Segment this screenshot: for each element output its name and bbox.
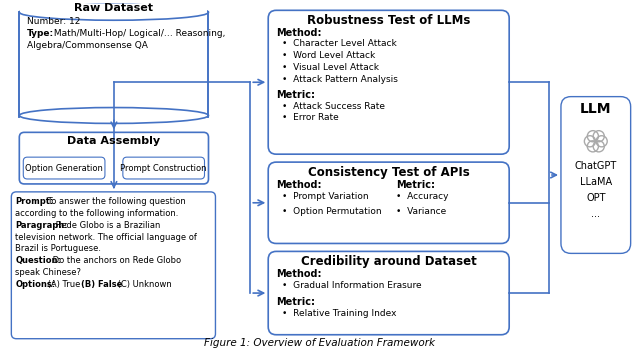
Text: Math/Multi-Hop/ Logical/… Reasoning,: Math/Multi-Hop/ Logical/… Reasoning, bbox=[51, 29, 225, 38]
Text: Figure 1: Overview of Evaluation Framework: Figure 1: Overview of Evaluation Framewo… bbox=[205, 338, 435, 348]
FancyBboxPatch shape bbox=[12, 192, 216, 339]
Text: Credibility around Dataset: Credibility around Dataset bbox=[301, 255, 477, 268]
Text: •  Variance: • Variance bbox=[396, 207, 446, 216]
Text: •  Word Level Attack: • Word Level Attack bbox=[282, 51, 376, 60]
Text: Prompt Construction: Prompt Construction bbox=[120, 164, 207, 172]
Text: To answer the following question: To answer the following question bbox=[45, 197, 186, 206]
Text: (A) True: (A) True bbox=[45, 280, 83, 289]
FancyBboxPatch shape bbox=[123, 157, 205, 179]
FancyBboxPatch shape bbox=[268, 10, 509, 154]
Text: Option Generation: Option Generation bbox=[25, 164, 103, 172]
Ellipse shape bbox=[19, 4, 209, 20]
Text: •  Attack Pattern Analysis: • Attack Pattern Analysis bbox=[282, 75, 398, 84]
Text: Data Assembly: Data Assembly bbox=[67, 136, 161, 146]
Text: according to the following information.: according to the following information. bbox=[15, 209, 179, 218]
Text: Brazil is Portuguese.: Brazil is Portuguese. bbox=[15, 244, 101, 253]
Text: •  Accuracy: • Accuracy bbox=[396, 192, 448, 201]
Text: Metric:: Metric: bbox=[276, 90, 315, 100]
Text: OPT: OPT bbox=[586, 193, 605, 203]
Text: •  Attack Success Rate: • Attack Success Rate bbox=[282, 102, 385, 111]
Text: Options:: Options: bbox=[15, 280, 56, 289]
Text: •  Visual Level Attack: • Visual Level Attack bbox=[282, 63, 379, 72]
Text: LLM: LLM bbox=[580, 102, 612, 115]
Text: Method:: Method: bbox=[276, 269, 322, 279]
Text: Question:: Question: bbox=[15, 256, 61, 265]
Text: Raw Dataset: Raw Dataset bbox=[74, 4, 154, 13]
Text: Rede Globo is a Brazilian: Rede Globo is a Brazilian bbox=[53, 221, 161, 230]
Text: Consistency Test of APIs: Consistency Test of APIs bbox=[308, 166, 470, 179]
FancyBboxPatch shape bbox=[561, 97, 630, 253]
FancyBboxPatch shape bbox=[268, 251, 509, 335]
Text: •  Prompt Variation: • Prompt Variation bbox=[282, 192, 369, 201]
Text: Metric:: Metric: bbox=[276, 297, 315, 307]
Text: Metric:: Metric: bbox=[396, 180, 435, 190]
Text: LLaMA: LLaMA bbox=[580, 177, 612, 187]
Ellipse shape bbox=[19, 108, 209, 124]
Text: •  Relative Training Index: • Relative Training Index bbox=[282, 309, 397, 318]
FancyBboxPatch shape bbox=[268, 162, 509, 244]
Bar bbox=[19, 14, 209, 118]
Text: Method:: Method: bbox=[276, 180, 322, 190]
Text: •  Gradual Information Erasure: • Gradual Information Erasure bbox=[282, 281, 422, 290]
Text: Do the anchors on Rede Globo: Do the anchors on Rede Globo bbox=[50, 256, 181, 265]
Text: ChatGPT: ChatGPT bbox=[575, 161, 617, 171]
Text: Method:: Method: bbox=[276, 28, 322, 38]
FancyBboxPatch shape bbox=[19, 132, 209, 184]
Text: ...: ... bbox=[591, 209, 600, 219]
Text: Type:: Type: bbox=[28, 29, 54, 38]
Text: •  Option Permutation: • Option Permutation bbox=[282, 207, 382, 216]
Text: •  Error Rate: • Error Rate bbox=[282, 113, 339, 122]
Text: speak Chinese?: speak Chinese? bbox=[15, 268, 81, 277]
Text: Prompt:: Prompt: bbox=[15, 197, 54, 206]
Bar bbox=[20, 4, 207, 12]
Text: Robustness Test of LLMs: Robustness Test of LLMs bbox=[307, 14, 470, 27]
Text: television network. The official language of: television network. The official languag… bbox=[15, 233, 197, 241]
Text: (B) False: (B) False bbox=[81, 280, 122, 289]
Text: Paragraph:: Paragraph: bbox=[15, 221, 68, 230]
FancyBboxPatch shape bbox=[23, 157, 105, 179]
Text: (C) Unknown: (C) Unknown bbox=[115, 280, 172, 289]
Text: •  Character Level Attack: • Character Level Attack bbox=[282, 39, 397, 48]
Text: Algebra/Commonsense QA: Algebra/Commonsense QA bbox=[28, 41, 148, 50]
Text: Number: 12: Number: 12 bbox=[28, 17, 81, 26]
